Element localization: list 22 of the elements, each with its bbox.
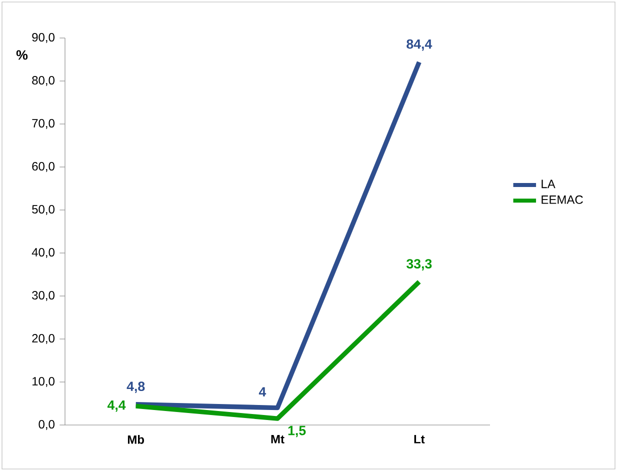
y-tick-label: 10,0 — [32, 377, 54, 387]
y-axis-title: % — [16, 50, 28, 60]
y-tick-label: 30,0 — [32, 291, 54, 301]
y-tick-label: 40,0 — [32, 248, 54, 258]
data-label: 33,3 — [406, 259, 432, 270]
data-label: 4,4 — [107, 400, 126, 412]
x-tick-label: Lt — [414, 435, 425, 444]
data-label: 84,4 — [406, 39, 432, 51]
y-tick-label: 20,0 — [32, 334, 54, 344]
y-tick-label: 70,0 — [32, 119, 54, 129]
data-label: 1,5 — [288, 426, 306, 438]
x-tick-label: Mt — [271, 435, 284, 444]
y-tick-label: 0,0 — [38, 420, 54, 430]
y-tick-label: 80,0 — [32, 76, 54, 86]
y-tick-label: 60,0 — [32, 162, 54, 172]
legend-label: LA — [542, 180, 556, 188]
data-label: 4 — [258, 387, 266, 396]
y-tick-label: 50,0 — [32, 205, 54, 215]
data-label: 4,8 — [126, 382, 145, 393]
legend-label: EEMAC — [542, 195, 583, 204]
y-tick-label: 90,0 — [32, 33, 54, 43]
x-tick-label: Mb — [128, 435, 144, 444]
